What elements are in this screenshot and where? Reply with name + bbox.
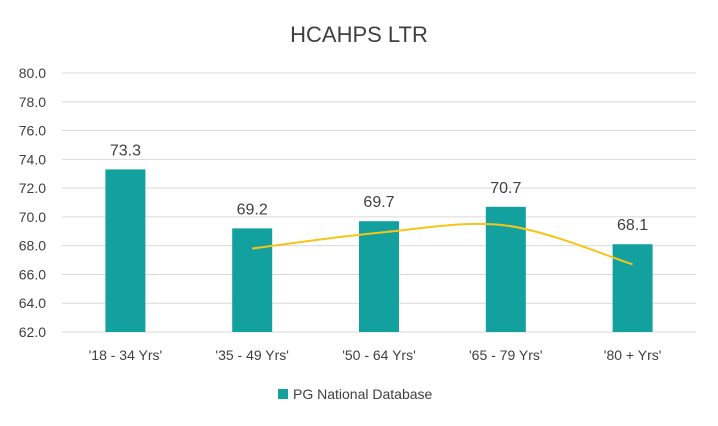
y-tick-label: 76.0 (19, 123, 46, 139)
x-tick-label: '65 - 79 Yrs' (469, 347, 543, 363)
data-label: 73.3 (110, 142, 141, 159)
legend: PG National Database (278, 386, 433, 402)
y-tick-label: 74.0 (19, 151, 46, 167)
y-tick-label: 62.0 (19, 324, 46, 340)
y-tick-label: 70.0 (19, 209, 46, 225)
legend-swatch (278, 389, 288, 399)
y-axis-ticks: 62.0 64.0 66.0 68.0 70.0 72.0 74.0 76.0 78.0 80.0 (19, 65, 46, 340)
bar (359, 221, 399, 332)
data-label: 68.1 (617, 217, 648, 234)
y-tick-label: 72.0 (19, 180, 46, 196)
x-tick-label: '80 + Yrs' (604, 347, 662, 363)
bar (105, 169, 146, 332)
y-tick-label: 68.0 (19, 238, 46, 254)
data-label: 69.2 (237, 201, 268, 218)
x-axis-ticks: '18 - 34 Yrs' '35 - 49 Yrs' '50 - 64 Yrs' '… (89, 347, 662, 363)
legend-label: PG National Database (293, 386, 433, 402)
data-label: 69.7 (363, 194, 394, 211)
data-labels: 73.3 69.2 69.7 70.7 68.1 (110, 142, 648, 234)
trendline (252, 222, 633, 266)
trendline-group (252, 222, 633, 266)
bar (612, 244, 653, 332)
gridlines (62, 72, 696, 333)
x-tick-label: '50 - 64 Yrs' (342, 347, 416, 363)
y-tick-label: 64.0 (19, 295, 46, 311)
chart-title: HCAHPS LTR (290, 22, 428, 47)
x-tick-label: '18 - 34 Yrs' (89, 347, 163, 363)
y-tick-label: 66.0 (19, 266, 46, 282)
data-label: 70.7 (490, 180, 521, 197)
bars (105, 169, 653, 332)
x-tick-label: '35 - 49 Yrs' (215, 347, 289, 363)
y-tick-label: 78.0 (19, 94, 46, 110)
y-tick-label: 80.0 (19, 65, 46, 81)
bar (232, 228, 273, 332)
